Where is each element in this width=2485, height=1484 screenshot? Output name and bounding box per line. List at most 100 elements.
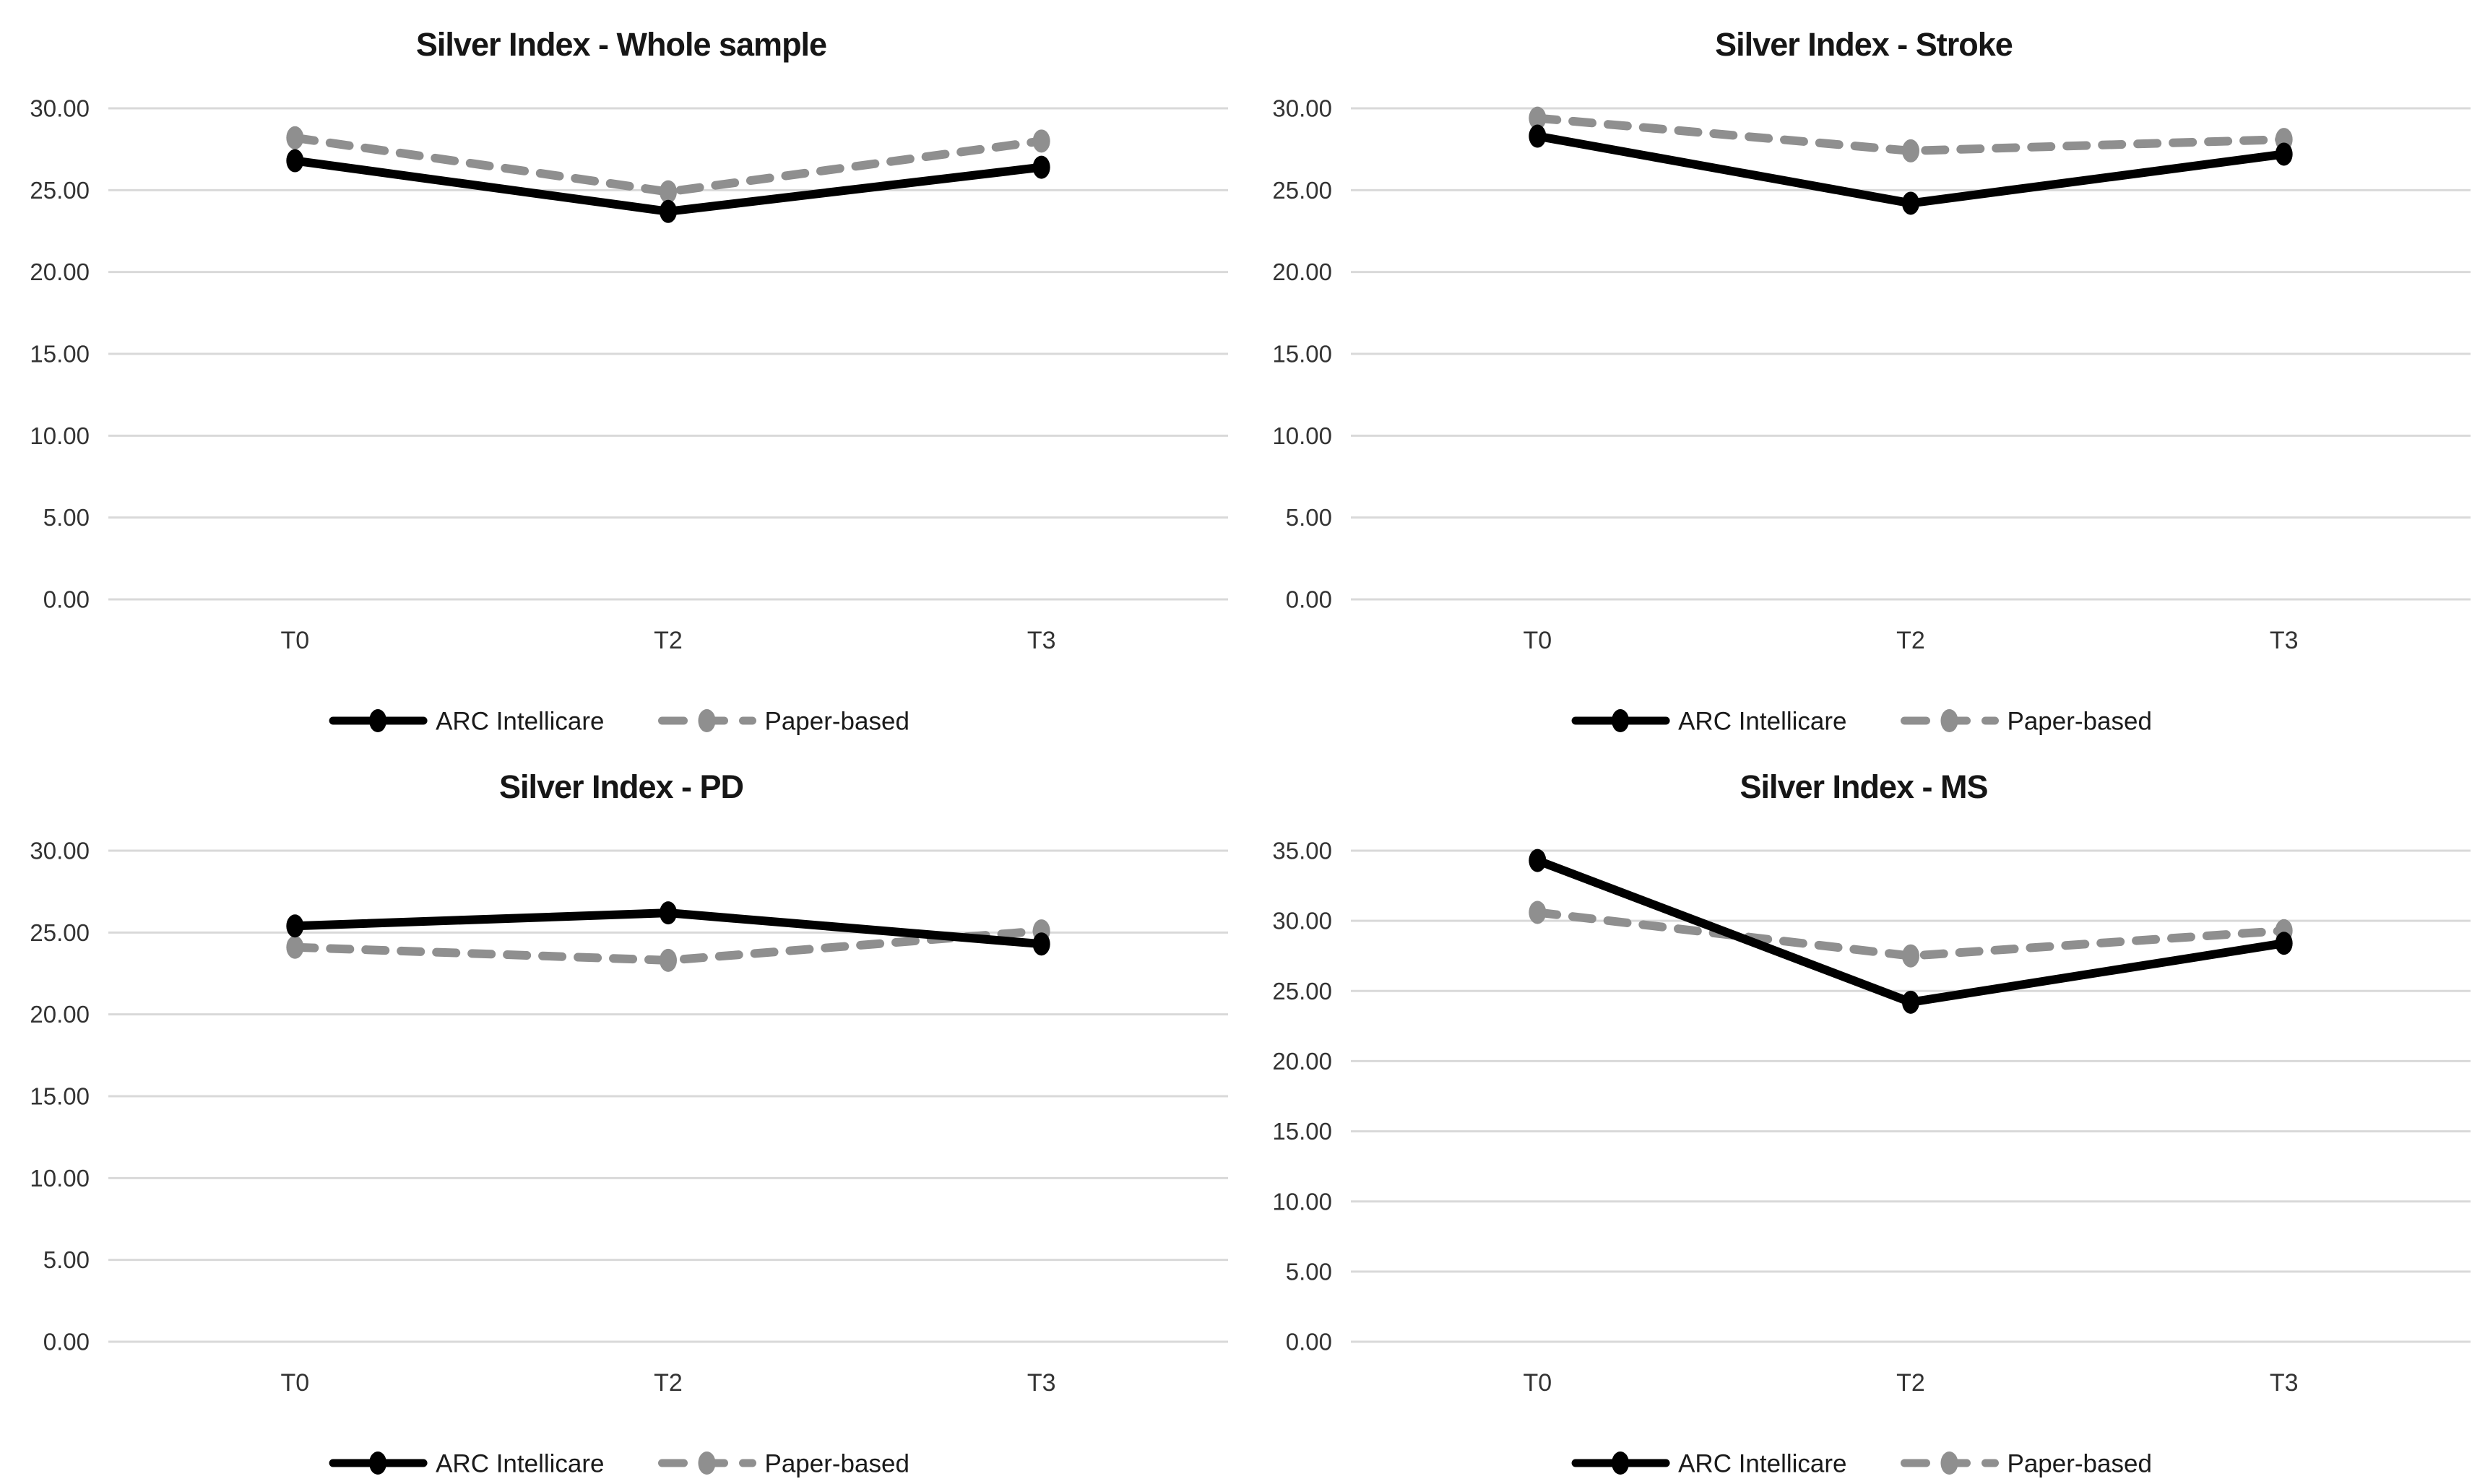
data-point-marker <box>286 149 304 173</box>
y-tick-label: 0.00 <box>1286 1329 1332 1355</box>
legend: ARC Intellicare Paper-based <box>1571 1449 2152 1478</box>
legend: ARC Intellicare Paper-based <box>329 707 909 735</box>
y-tick-label: 25.00 <box>30 177 90 204</box>
x-tick-label: T2 <box>654 627 683 654</box>
x-tick-label: T2 <box>1896 1369 1925 1397</box>
y-tick-label: 0.00 <box>43 1329 90 1355</box>
chart-canvas-pd: 0.00 5.00 10.00 15.00 20.00 25.00 30.00 T0 T2 T3 A… <box>30 838 1228 1478</box>
legend-swatch-marker <box>369 1452 387 1475</box>
chart-title-stroke: Silver Index - Stroke <box>1715 26 2013 63</box>
legend-item: Paper-based <box>1901 707 2152 735</box>
y-tick-label: 10.00 <box>1272 422 1332 449</box>
data-point-marker <box>1529 901 1547 924</box>
chart-title-ms: Silver Index - MS <box>1739 768 1988 805</box>
data-point-marker <box>660 948 677 972</box>
data-point-marker <box>1529 849 1547 872</box>
legend-label: Paper-based <box>2008 707 2152 735</box>
y-tick-label: 25.00 <box>1272 978 1332 1004</box>
chart-title-whole-sample: Silver Index - Whole sample <box>415 26 827 63</box>
data-point-marker <box>1902 139 1919 162</box>
y-tick-label: 30.00 <box>30 95 90 122</box>
legend-swatch-marker <box>1612 709 1630 732</box>
y-tick-label: 5.00 <box>43 1246 90 1273</box>
legend-swatch-marker <box>369 709 387 732</box>
data-point-marker <box>1032 932 1050 956</box>
legend-item: Paper-based <box>1901 1449 2152 1478</box>
data-point-marker <box>1032 129 1050 153</box>
data-point-marker <box>286 126 304 149</box>
legend-swatch-marker <box>1940 709 1958 732</box>
data-point-marker <box>1529 106 1547 130</box>
data-point-marker <box>2275 142 2293 166</box>
legend-label: Paper-based <box>2008 1449 2152 1478</box>
x-tick-label: T0 <box>1523 627 1552 654</box>
y-tick-label: 25.00 <box>1272 177 1332 204</box>
legend-item: ARC Intellicare <box>329 1449 605 1478</box>
legend-item: ARC Intellicare <box>329 707 605 735</box>
y-tick-label: 30.00 <box>1272 95 1332 122</box>
chart-ms: Silver Index - MS 0.00 5.00 10.00 15.00 20.0… <box>1242 742 2485 1484</box>
data-point-marker <box>286 935 304 959</box>
legend-swatch-marker <box>1612 1452 1630 1475</box>
y-tick-label: 30.00 <box>1272 908 1332 934</box>
y-tick-label: 10.00 <box>30 422 90 449</box>
chart-canvas-whole-sample: 0.00 5.00 10.00 15.00 20.00 25.00 30.00 T0 T2 T3 A… <box>30 95 1228 735</box>
legend-swatch-marker <box>1940 1452 1958 1475</box>
legend: ARC Intellicare Paper-based <box>1571 707 2152 735</box>
legend-label: ARC Intellicare <box>1678 707 1846 735</box>
data-point-marker <box>1902 944 1919 968</box>
x-tick-label: T3 <box>1027 1369 1056 1397</box>
data-point-marker <box>2275 932 2293 955</box>
data-point-marker <box>660 180 677 204</box>
series-line-solid <box>1533 856 2289 1007</box>
x-tick-label: T0 <box>1523 1369 1552 1397</box>
data-point-marker <box>660 199 677 223</box>
y-tick-label: 15.00 <box>30 341 90 368</box>
legend-label: Paper-based <box>765 707 909 735</box>
chart-pd: Silver Index - PD 0.00 5.00 10.00 15.00 20.0… <box>0 742 1242 1484</box>
legend-label: Paper-based <box>765 1449 909 1478</box>
y-tick-label: 5.00 <box>1286 504 1332 531</box>
x-tick-label: T2 <box>1896 627 1925 654</box>
legend-item: Paper-based <box>658 1449 909 1478</box>
y-tick-label: 35.00 <box>1272 838 1332 864</box>
data-point-marker <box>1902 191 1919 215</box>
y-tick-label: 15.00 <box>1272 341 1332 368</box>
y-tick-label: 30.00 <box>30 838 90 864</box>
y-tick-label: 0.00 <box>1286 586 1332 613</box>
chart-title-pd: Silver Index - PD <box>498 768 744 805</box>
data-point-marker <box>1032 155 1050 179</box>
y-tick-label: 20.00 <box>1272 1048 1332 1075</box>
legend-swatch-marker <box>698 709 716 732</box>
chart-stroke: Silver Index - Stroke 0.00 5.00 10.00 15.00… <box>1242 0 2485 742</box>
x-tick-label: T3 <box>2270 627 2299 654</box>
y-tick-label: 15.00 <box>30 1083 90 1110</box>
data-point-marker <box>660 901 677 925</box>
x-tick-label: T3 <box>1027 627 1056 654</box>
legend-label: ARC Intellicare <box>436 707 604 735</box>
y-tick-label: 5.00 <box>43 504 90 531</box>
data-point-marker <box>286 914 304 938</box>
legend-item: Paper-based <box>658 707 909 735</box>
data-point-marker <box>1529 124 1547 148</box>
y-tick-label: 20.00 <box>30 1001 90 1028</box>
y-tick-label: 10.00 <box>1272 1188 1332 1215</box>
y-tick-label: 20.00 <box>1272 259 1332 285</box>
y-tick-label: 10.00 <box>30 1165 90 1192</box>
x-tick-label: T2 <box>654 1369 683 1397</box>
x-tick-label: T0 <box>280 627 309 654</box>
data-point-marker <box>1902 990 1919 1014</box>
legend: ARC Intellicare Paper-based <box>329 1449 909 1478</box>
chart-canvas-ms: 0.00 5.00 10.00 15.00 20.00 25.00 30.00 35.00 T0… <box>1272 838 2471 1478</box>
x-tick-label: T3 <box>2270 1369 2299 1397</box>
y-tick-label: 5.00 <box>1286 1258 1332 1285</box>
chart-whole-sample: Silver Index - Whole sample 0.00 5.00 10.0… <box>0 0 1242 742</box>
y-tick-label: 0.00 <box>43 586 90 613</box>
y-tick-label: 20.00 <box>30 259 90 285</box>
legend-swatch-marker <box>698 1452 716 1475</box>
y-tick-label: 15.00 <box>1272 1118 1332 1145</box>
chart-canvas-stroke: 0.00 5.00 10.00 15.00 20.00 25.00 30.00 T0 T2 T3 A… <box>1272 95 2471 735</box>
x-tick-label: T0 <box>280 1369 309 1397</box>
legend-item: ARC Intellicare <box>1571 1449 1847 1478</box>
